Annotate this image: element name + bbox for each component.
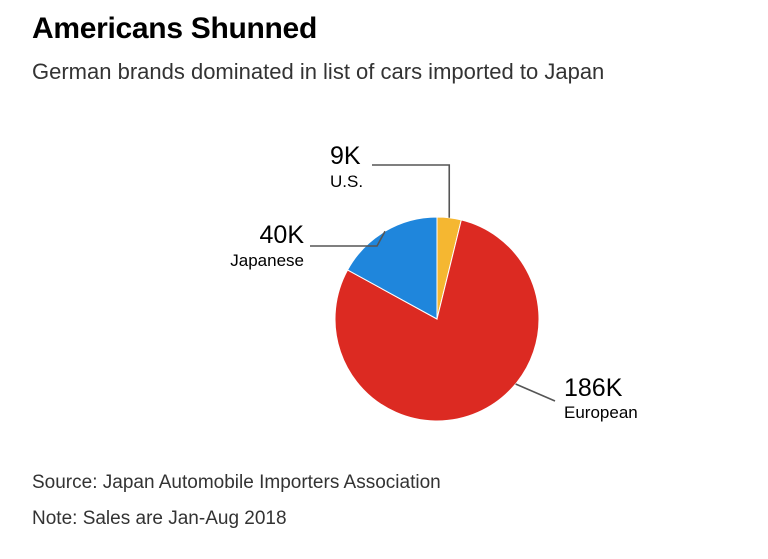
chart-title: Americans Shunned [32, 12, 317, 45]
leader-line-european [515, 383, 556, 402]
european-value-label: 186K [564, 374, 623, 402]
japanese-value-label: 40K [260, 221, 305, 249]
footnote: Note: Sales are Jan-Aug 2018 [32, 508, 287, 529]
japanese-category-label: Japanese [230, 251, 304, 270]
pie-slice-european [334, 219, 540, 422]
pie-slices [334, 216, 540, 422]
chart-subtitle: German brands dominated in list of cars … [32, 59, 605, 84]
leader-line-us [372, 164, 451, 218]
european-category-label: European [564, 403, 638, 422]
leader-lines [310, 164, 556, 402]
leader-line-japanese [310, 230, 386, 247]
us-value-label: 9K [330, 142, 361, 170]
us-category-label: U.S. [330, 172, 363, 191]
source-note: Source: Japan Automobile Importers Assoc… [32, 472, 441, 493]
